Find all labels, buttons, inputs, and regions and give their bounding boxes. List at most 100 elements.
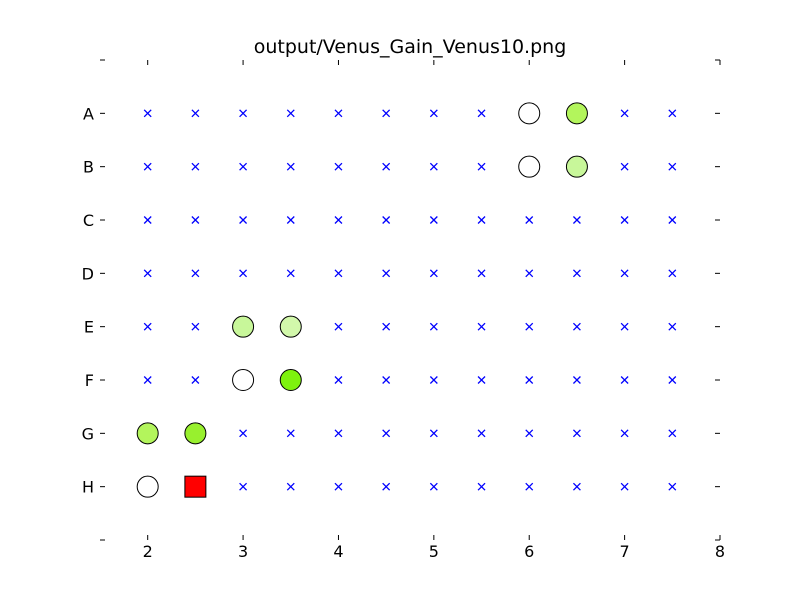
empty-marker-stroke (334, 322, 343, 331)
row-label-a: A (83, 104, 94, 123)
empty-marker (191, 109, 200, 118)
empty-marker (239, 109, 248, 118)
empty-marker (191, 216, 200, 224)
circle-marker (232, 315, 255, 338)
x-tick-label: 2 (143, 542, 153, 561)
empty-marker (572, 216, 581, 224)
empty-markers (143, 109, 677, 491)
empty-marker-stroke (668, 322, 677, 331)
row-label-g: G (82, 424, 94, 443)
empty-marker-stroke (429, 322, 438, 331)
x-tick-label: 7 (620, 542, 630, 561)
empty-marker (525, 429, 534, 438)
empty-marker (668, 322, 677, 331)
empty-marker (334, 162, 343, 171)
empty-marker-stroke (668, 376, 677, 384)
empty-marker-stroke (382, 482, 391, 491)
empty-marker (477, 162, 486, 171)
empty-marker-stroke (620, 269, 629, 278)
empty-marker-stroke (143, 322, 152, 331)
square-marker (184, 475, 207, 498)
empty-marker-stroke (525, 429, 534, 438)
empty-marker (525, 482, 534, 491)
empty-marker (668, 429, 677, 438)
empty-marker (572, 269, 581, 278)
empty-marker-stroke (334, 482, 343, 491)
empty-marker-stroke (334, 269, 343, 278)
empty-marker-stroke (620, 162, 629, 171)
empty-marker-stroke (191, 109, 200, 118)
x-tick-label: 8 (715, 542, 725, 561)
empty-marker-stroke (429, 269, 438, 278)
empty-marker (429, 162, 438, 171)
circle-marker (136, 475, 159, 498)
empty-marker-stroke (525, 376, 534, 384)
empty-marker (382, 162, 391, 171)
empty-marker-stroke (334, 429, 343, 438)
empty-marker-stroke (525, 482, 534, 491)
empty-marker (429, 216, 438, 224)
empty-marker (668, 269, 677, 278)
circle-marker (184, 422, 207, 445)
empty-marker-stroke (572, 376, 581, 384)
empty-marker-stroke (525, 322, 534, 331)
empty-marker-stroke (620, 429, 629, 438)
empty-marker (429, 269, 438, 278)
empty-marker-stroke (477, 109, 486, 118)
empty-marker-stroke (143, 269, 152, 278)
empty-marker (143, 322, 152, 331)
x-tick-label: 6 (524, 542, 534, 561)
row-label-b: B (83, 158, 94, 177)
empty-marker-stroke (477, 269, 486, 278)
row-label-f: F (85, 371, 94, 390)
empty-marker-stroke (572, 429, 581, 438)
empty-marker-stroke (382, 322, 391, 331)
empty-marker-stroke (572, 322, 581, 331)
empty-marker (239, 162, 248, 171)
empty-marker-stroke (668, 482, 677, 491)
empty-marker-stroke (620, 482, 629, 491)
empty-marker (191, 322, 200, 331)
circle-marker (232, 369, 255, 391)
empty-marker (382, 429, 391, 438)
empty-marker (668, 109, 677, 118)
empty-marker (286, 216, 295, 224)
empty-marker-stroke (286, 482, 295, 491)
empty-marker-stroke (620, 109, 629, 118)
empty-marker-stroke (191, 216, 200, 224)
empty-marker (477, 269, 486, 278)
empty-marker-stroke (620, 216, 629, 224)
x-tick-label: 4 (333, 542, 343, 561)
row-label-d: D (82, 264, 94, 283)
empty-marker (334, 216, 343, 224)
empty-marker-stroke (477, 376, 486, 384)
empty-marker-stroke (191, 269, 200, 278)
empty-marker (572, 429, 581, 438)
empty-marker-stroke (382, 269, 391, 278)
empty-marker (191, 162, 200, 171)
empty-marker (382, 376, 391, 384)
empty-marker-stroke (429, 162, 438, 171)
empty-marker (382, 216, 391, 224)
empty-marker (334, 482, 343, 491)
empty-marker (191, 376, 200, 384)
empty-marker (572, 376, 581, 384)
empty-marker (620, 162, 629, 171)
empty-marker (477, 429, 486, 438)
empty-marker (572, 482, 581, 491)
empty-marker-stroke (239, 216, 248, 224)
empty-marker-stroke (239, 162, 248, 171)
empty-marker-stroke (239, 109, 248, 118)
empty-marker-stroke (191, 376, 200, 384)
empty-marker-stroke (668, 109, 677, 118)
empty-marker (239, 216, 248, 224)
empty-marker (286, 269, 295, 278)
empty-marker-stroke (191, 322, 200, 331)
empty-marker (525, 322, 534, 331)
empty-marker-stroke (477, 429, 486, 438)
empty-marker-stroke (382, 216, 391, 224)
circle-marker (279, 369, 302, 391)
axes (100, 59, 721, 541)
empty-marker-stroke (429, 429, 438, 438)
circle-marker (279, 315, 302, 338)
